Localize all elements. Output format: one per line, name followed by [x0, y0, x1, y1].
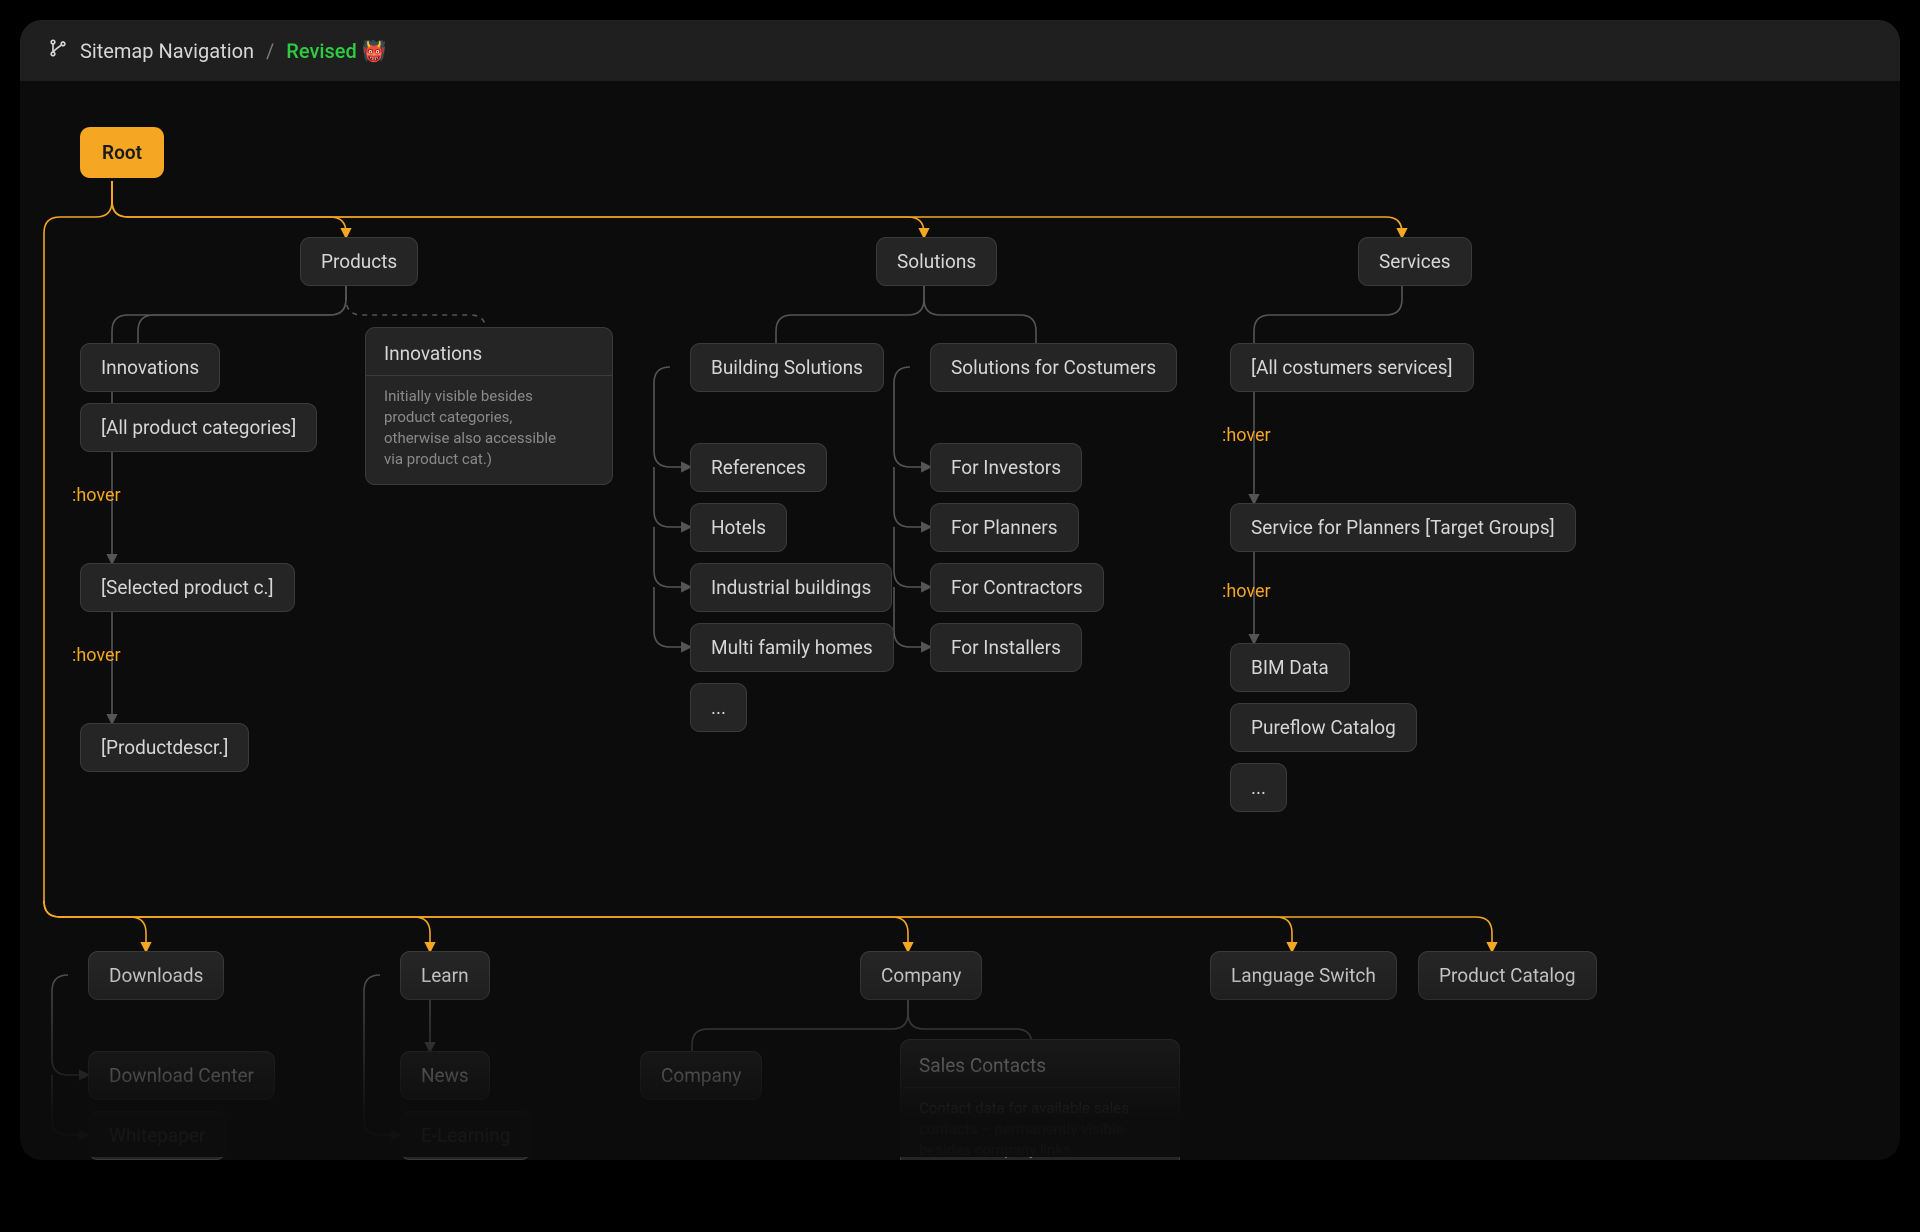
edge-solutions-solcust: [924, 285, 1036, 343]
card-title: Sales Contacts: [901, 1040, 1179, 1087]
edge-root-products: [112, 181, 346, 237]
app-frame: Sitemap Navigation / Revised 👹 Root Produ…: [20, 20, 1900, 1160]
node-forinv[interactable]: For Investors: [930, 443, 1082, 492]
node-allcustsvc[interactable]: [All costumers services]: [1230, 343, 1474, 392]
edge-root-prodcat: [44, 901, 1492, 951]
node-svcplanners[interactable]: Service for Planners [Target Groups]: [1230, 503, 1576, 552]
edge-buildsol-hotels: [654, 467, 690, 527]
hover-label: :hover: [1222, 425, 1271, 446]
breadcrumb-revision: Revised 👹: [286, 39, 386, 63]
breadcrumb-title: Sitemap Navigation: [80, 39, 254, 63]
hover-label: :hover: [72, 645, 121, 666]
node-multifam[interactable]: Multi family homes: [690, 623, 894, 672]
edge-buildsol-references: [654, 367, 690, 467]
edge-solcust-forplan: [894, 467, 930, 527]
edge-root-langswitch: [44, 901, 1292, 951]
edge-solcust-forinst: [894, 587, 930, 647]
node-products[interactable]: Products: [300, 237, 418, 286]
node-allproductcat[interactable]: [All product categories]: [80, 403, 317, 452]
node-hotels[interactable]: Hotels: [690, 503, 787, 552]
edge-root-company: [44, 901, 908, 951]
breadcrumb: Sitemap Navigation / Revised 👹: [20, 20, 1900, 81]
edge-root-solutions: [112, 181, 924, 237]
edge-solcust-forcont: [894, 527, 930, 587]
node-langswitch[interactable]: Language Switch: [1210, 951, 1397, 1000]
edge-buildsol-indbuild: [654, 527, 690, 587]
node-innov_card[interactable]: InnovationsInitially visible besides pro…: [365, 327, 613, 485]
node-company[interactable]: Company: [860, 951, 982, 1000]
node-company2[interactable]: Company: [640, 1051, 762, 1100]
node-root[interactable]: Root: [80, 127, 164, 178]
node-news[interactable]: News: [400, 1051, 490, 1100]
node-indbuild[interactable]: Industrial buildings: [690, 563, 892, 612]
node-prodcat[interactable]: Product Catalog: [1418, 951, 1597, 1000]
node-services[interactable]: Services: [1358, 237, 1472, 286]
node-solcust[interactable]: Solutions for Costumers: [930, 343, 1177, 392]
edge-services-allcustsvc: [1254, 285, 1402, 343]
card-title: Innovations: [366, 328, 612, 375]
node-learn[interactable]: Learn: [400, 951, 490, 1000]
node-dlcenter[interactable]: Download Center: [88, 1051, 275, 1100]
card-body: Initially visible besides product catego…: [366, 375, 612, 484]
node-bimdata[interactable]: BIM Data: [1230, 643, 1350, 692]
node-elearning[interactable]: E-Learning: [400, 1111, 531, 1160]
card-body: Contact data for available sales contact…: [901, 1087, 1179, 1160]
edge-products-innov_card: [346, 285, 486, 331]
edge-downloads-whitepaper: [52, 1075, 88, 1135]
hover-label: :hover: [72, 485, 121, 506]
node-bs_more[interactable]: ...: [690, 683, 747, 732]
edge-buildsol-multifam: [654, 587, 690, 647]
edge-solcust-forinv: [894, 367, 930, 467]
node-proddescr[interactable]: [Productdescr.]: [80, 723, 249, 772]
hover-label: :hover: [1222, 581, 1271, 602]
node-references[interactable]: References: [690, 443, 827, 492]
edge-company-company2: [692, 999, 908, 1051]
edge-solutions-buildsol: [776, 285, 924, 343]
node-svc_more[interactable]: ...: [1230, 763, 1287, 812]
diagram-canvas[interactable]: Root Products Solutions Services Innovations…: [20, 81, 1900, 1157]
node-buildsol[interactable]: Building Solutions: [690, 343, 884, 392]
node-solutions[interactable]: Solutions: [876, 237, 997, 286]
node-forinst[interactable]: For Installers: [930, 623, 1082, 672]
node-salescontacts[interactable]: Sales ContactsContact data for available…: [900, 1039, 1180, 1160]
edge-root-learn: [44, 901, 430, 951]
node-whitepaper[interactable]: Whitepaper: [88, 1111, 226, 1160]
node-pureflow[interactable]: Pureflow Catalog: [1230, 703, 1417, 752]
node-innovations[interactable]: Innovations: [80, 343, 220, 392]
edge-learn-elearning: [364, 975, 400, 1135]
node-selprodc[interactable]: [Selected product c.]: [80, 563, 295, 612]
edge-root-services: [112, 181, 1402, 237]
breadcrumb-sep: /: [266, 39, 274, 63]
edge-products-innovations: [138, 285, 346, 343]
node-downloads[interactable]: Downloads: [88, 951, 224, 1000]
branch-icon: [48, 38, 68, 63]
node-forplan[interactable]: For Planners: [930, 503, 1079, 552]
edge-downloads-dlcenter: [52, 975, 88, 1075]
node-forcont[interactable]: For Contractors: [930, 563, 1104, 612]
